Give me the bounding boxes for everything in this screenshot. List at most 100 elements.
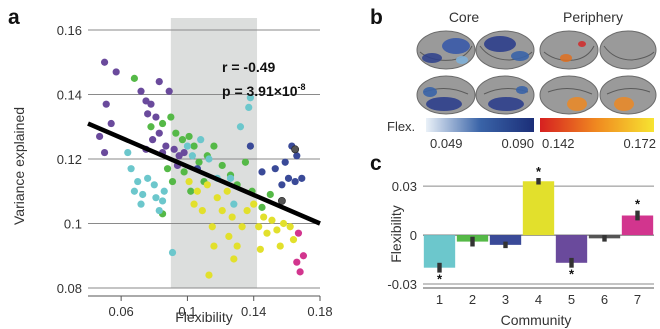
error-bar <box>635 210 640 221</box>
core-brain-medial-left <box>416 75 476 115</box>
scatter-point <box>213 194 221 202</box>
scatter-point <box>147 100 155 108</box>
scatter-point <box>246 142 254 150</box>
scatter-point <box>180 148 188 157</box>
scatter-panel: 0.06 0.1 0.14 0.18 0.08 0.1 0.12 0.14 0.16 <box>57 18 333 319</box>
scatter-point <box>137 200 145 208</box>
significance-star: * <box>437 272 443 287</box>
scatter-point <box>203 181 211 189</box>
periphery-brain-lateral-left <box>539 30 599 70</box>
scatter-point <box>294 229 303 237</box>
scatter-point <box>268 216 276 224</box>
scatter-point <box>180 168 188 176</box>
scatter-point <box>243 207 251 215</box>
scatter-point <box>205 155 213 163</box>
scatter-point <box>165 87 173 95</box>
scatter-point <box>168 177 177 186</box>
scatter-point <box>278 181 286 189</box>
scatter-y-tick-label: 0.16 <box>57 23 82 38</box>
scatter-point <box>276 242 284 250</box>
scatter-point <box>279 219 288 228</box>
core-brain-lateral-right <box>475 30 535 70</box>
scatter-point <box>190 200 198 208</box>
scatter-point <box>210 142 218 150</box>
panel-a-letter: a <box>8 6 20 29</box>
scatter-point <box>298 174 306 182</box>
scatter-x-tick-label: 0.18 <box>307 304 332 319</box>
scatter-point <box>205 271 213 279</box>
error-bar <box>569 257 574 268</box>
scatter-point <box>130 74 138 82</box>
scatter-point <box>293 152 301 160</box>
periphery-brain-medial-left <box>539 75 599 115</box>
scatter-point <box>197 136 205 144</box>
core-brain-lateral-left <box>416 30 476 70</box>
scatter-point <box>230 255 238 263</box>
scatter-point <box>167 113 175 121</box>
scatter-point <box>183 142 192 150</box>
scatter-point <box>178 136 187 144</box>
scatter-y-tick-label: 0.14 <box>57 88 82 103</box>
correlation-r: r = -0.49 <box>222 59 276 75</box>
scatter-point <box>168 248 177 257</box>
scatter-point <box>163 165 172 173</box>
significance-star: * <box>536 164 542 179</box>
scatter-y-tick-label: 0.12 <box>57 152 82 167</box>
scatter-point <box>150 181 158 189</box>
scatter-point <box>218 161 226 170</box>
scatter-point <box>107 119 115 128</box>
scatter-point <box>139 190 147 199</box>
bar <box>423 235 456 268</box>
periphery-brain-lateral-right <box>599 30 657 70</box>
periphery-brain-views <box>539 30 657 115</box>
scatter-point <box>124 148 132 157</box>
scatter-point <box>149 136 157 144</box>
scatter-point <box>296 268 304 276</box>
core-brain-medial-right <box>475 75 535 115</box>
scatter-x-tick-label: 0.1 <box>178 304 196 319</box>
scatter-point <box>260 213 268 221</box>
periphery-scale-min: 0.142 <box>542 136 575 151</box>
scatter-point <box>144 174 152 182</box>
scatter-point <box>155 207 163 215</box>
scatter-point <box>258 203 266 211</box>
scatter-point <box>289 236 298 244</box>
bar-y-tick-label: 0.03 <box>392 179 417 194</box>
error-bar <box>536 178 541 185</box>
scatter-point <box>144 110 152 118</box>
core-scale-min: 0.049 <box>430 136 463 151</box>
scatter-point <box>155 78 163 86</box>
scatter-x-label: Flexibility <box>175 309 233 325</box>
scatter-point <box>195 158 203 166</box>
correlation-p-base: p = 3.91×10 <box>222 83 298 99</box>
scatter-y-tick-label: 0.1 <box>64 217 82 232</box>
scatter-point <box>160 187 168 195</box>
scatter-point <box>210 242 218 250</box>
bar-y-tick-label: -0.03 <box>387 277 417 292</box>
scatter-point <box>266 190 274 199</box>
scatter-point <box>258 168 266 176</box>
scatter-point <box>225 232 233 240</box>
scatter-point <box>147 123 155 131</box>
bar-x-tick-label: 2 <box>469 292 476 307</box>
scatter-point <box>246 94 254 102</box>
scatter-point <box>250 200 258 208</box>
scatter-point <box>236 123 245 131</box>
periphery-colorbar <box>540 118 654 132</box>
scatter-point <box>230 200 238 208</box>
scatter-point <box>127 165 135 173</box>
periphery-brain-medial-right <box>599 75 657 115</box>
scatter-point <box>256 245 264 253</box>
bar-y-label: Flexibility <box>388 205 404 263</box>
flex-label: Flex. <box>387 119 415 134</box>
scatter-point <box>188 152 196 160</box>
scatter-point <box>185 132 193 141</box>
scatter-point <box>245 103 253 111</box>
bar-x-tick-label: 5 <box>568 292 575 307</box>
scatter-point <box>100 58 109 66</box>
panel-c-letter: c <box>370 152 382 175</box>
scatter-point <box>130 187 138 195</box>
error-bar <box>470 236 475 247</box>
scatter-point <box>137 87 145 95</box>
core-brain-views <box>416 30 535 115</box>
